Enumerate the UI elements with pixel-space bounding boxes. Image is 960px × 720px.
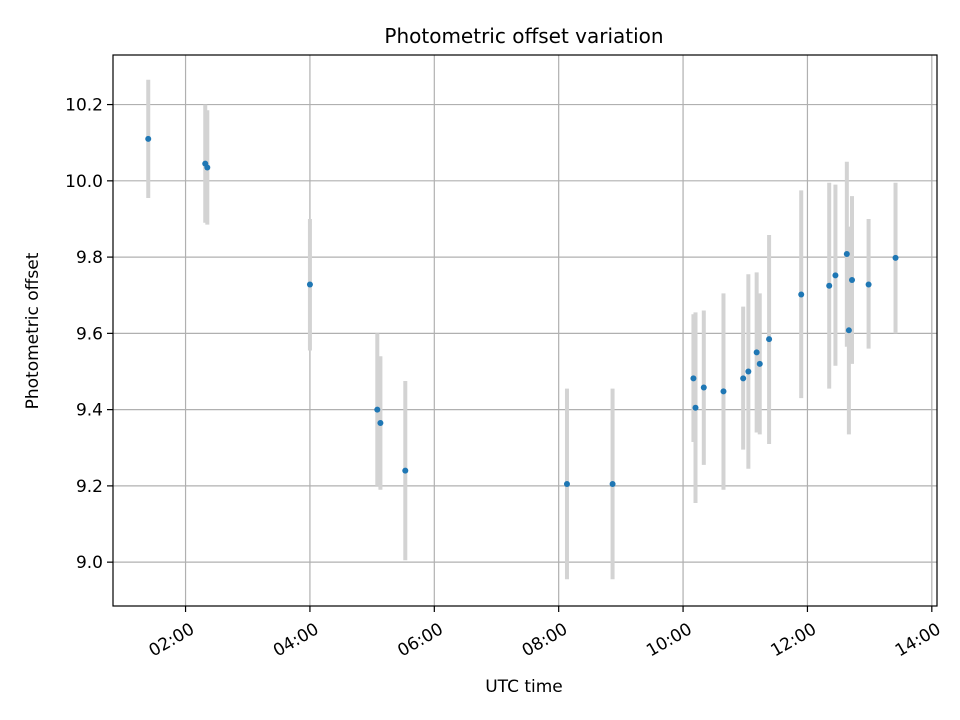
data-point (798, 291, 805, 298)
grid-layer (113, 55, 937, 606)
y-tick-label: 9.4 (76, 401, 103, 421)
y-tick-label: 9.8 (76, 248, 103, 268)
y-axis-title: Photometric offset (23, 252, 43, 409)
data-point (766, 336, 773, 343)
data-point (753, 349, 760, 356)
data-point (832, 272, 839, 279)
data-point (849, 276, 856, 283)
x-axis-title: UTC time (485, 677, 563, 697)
y-tick-label: 10.0 (65, 172, 103, 192)
data-point (740, 375, 747, 382)
data-point (692, 404, 699, 411)
data-point (865, 281, 872, 288)
data-point (745, 368, 752, 375)
data-point (690, 375, 697, 382)
data-point (204, 164, 211, 171)
data-point (720, 388, 727, 395)
data-point (843, 251, 850, 258)
data-point (374, 406, 381, 413)
data-point (145, 135, 152, 142)
data-point (700, 384, 707, 391)
y-tick-label: 9.0 (76, 553, 103, 573)
y-tick-label: 9.2 (76, 477, 103, 497)
data-point (826, 282, 833, 289)
data-point (402, 467, 409, 474)
point-layer (145, 135, 899, 487)
data-point (609, 480, 616, 487)
chart-title: Photometric offset variation (384, 24, 663, 48)
y-tick-label: 9.6 (76, 324, 103, 344)
data-point (306, 281, 313, 288)
data-point (377, 419, 384, 426)
y-tick-label: 10.2 (65, 96, 103, 116)
plot-frame (112, 54, 938, 607)
data-point (563, 480, 570, 487)
data-point (756, 360, 763, 367)
data-point (845, 327, 852, 334)
data-point (892, 254, 899, 261)
